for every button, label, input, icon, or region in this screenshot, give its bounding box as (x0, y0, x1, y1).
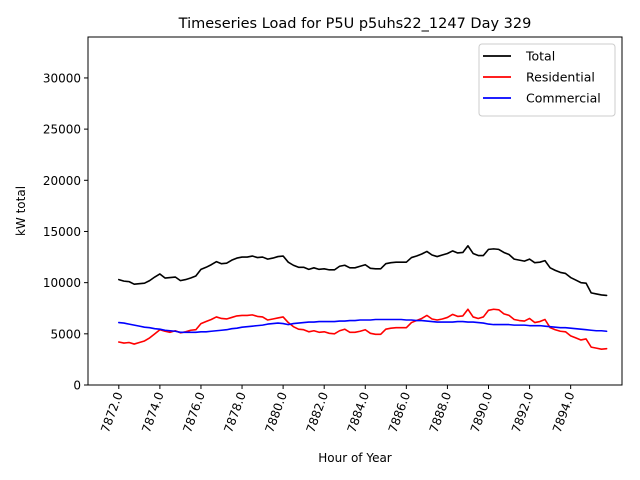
series-line-total (118, 245, 608, 297)
series-line-residential (118, 308, 608, 350)
y-tick-label: 25000 (43, 123, 81, 137)
x-axis-label: Hour of Year (318, 451, 392, 465)
series-line-commercial (118, 318, 608, 334)
legend-label-total: Total (525, 49, 555, 64)
y-tick-label: 15000 (43, 225, 81, 239)
y-axis: 0 5000 10000 15000 20000 25000 30000 (43, 71, 88, 393)
plot-frame (87, 36, 623, 386)
y-tick-label: 30000 (43, 71, 81, 85)
legend-label-commercial: Commercial (526, 91, 601, 106)
y-tick-label: 0 (73, 379, 81, 393)
legend-label-residential: Residential (526, 70, 595, 85)
y-tick-label: 10000 (43, 276, 81, 290)
y-axis-label: kW total (14, 186, 28, 236)
legend: Total Residential Commercial (478, 43, 616, 117)
y-tick-label: 20000 (43, 174, 81, 188)
y-tick-label: 5000 (50, 327, 81, 341)
plot-lines (118, 245, 608, 350)
chart-title: Timeseries Load for P5U p5uhs22_1247 Day… (178, 16, 532, 32)
legend-box (478, 43, 616, 117)
